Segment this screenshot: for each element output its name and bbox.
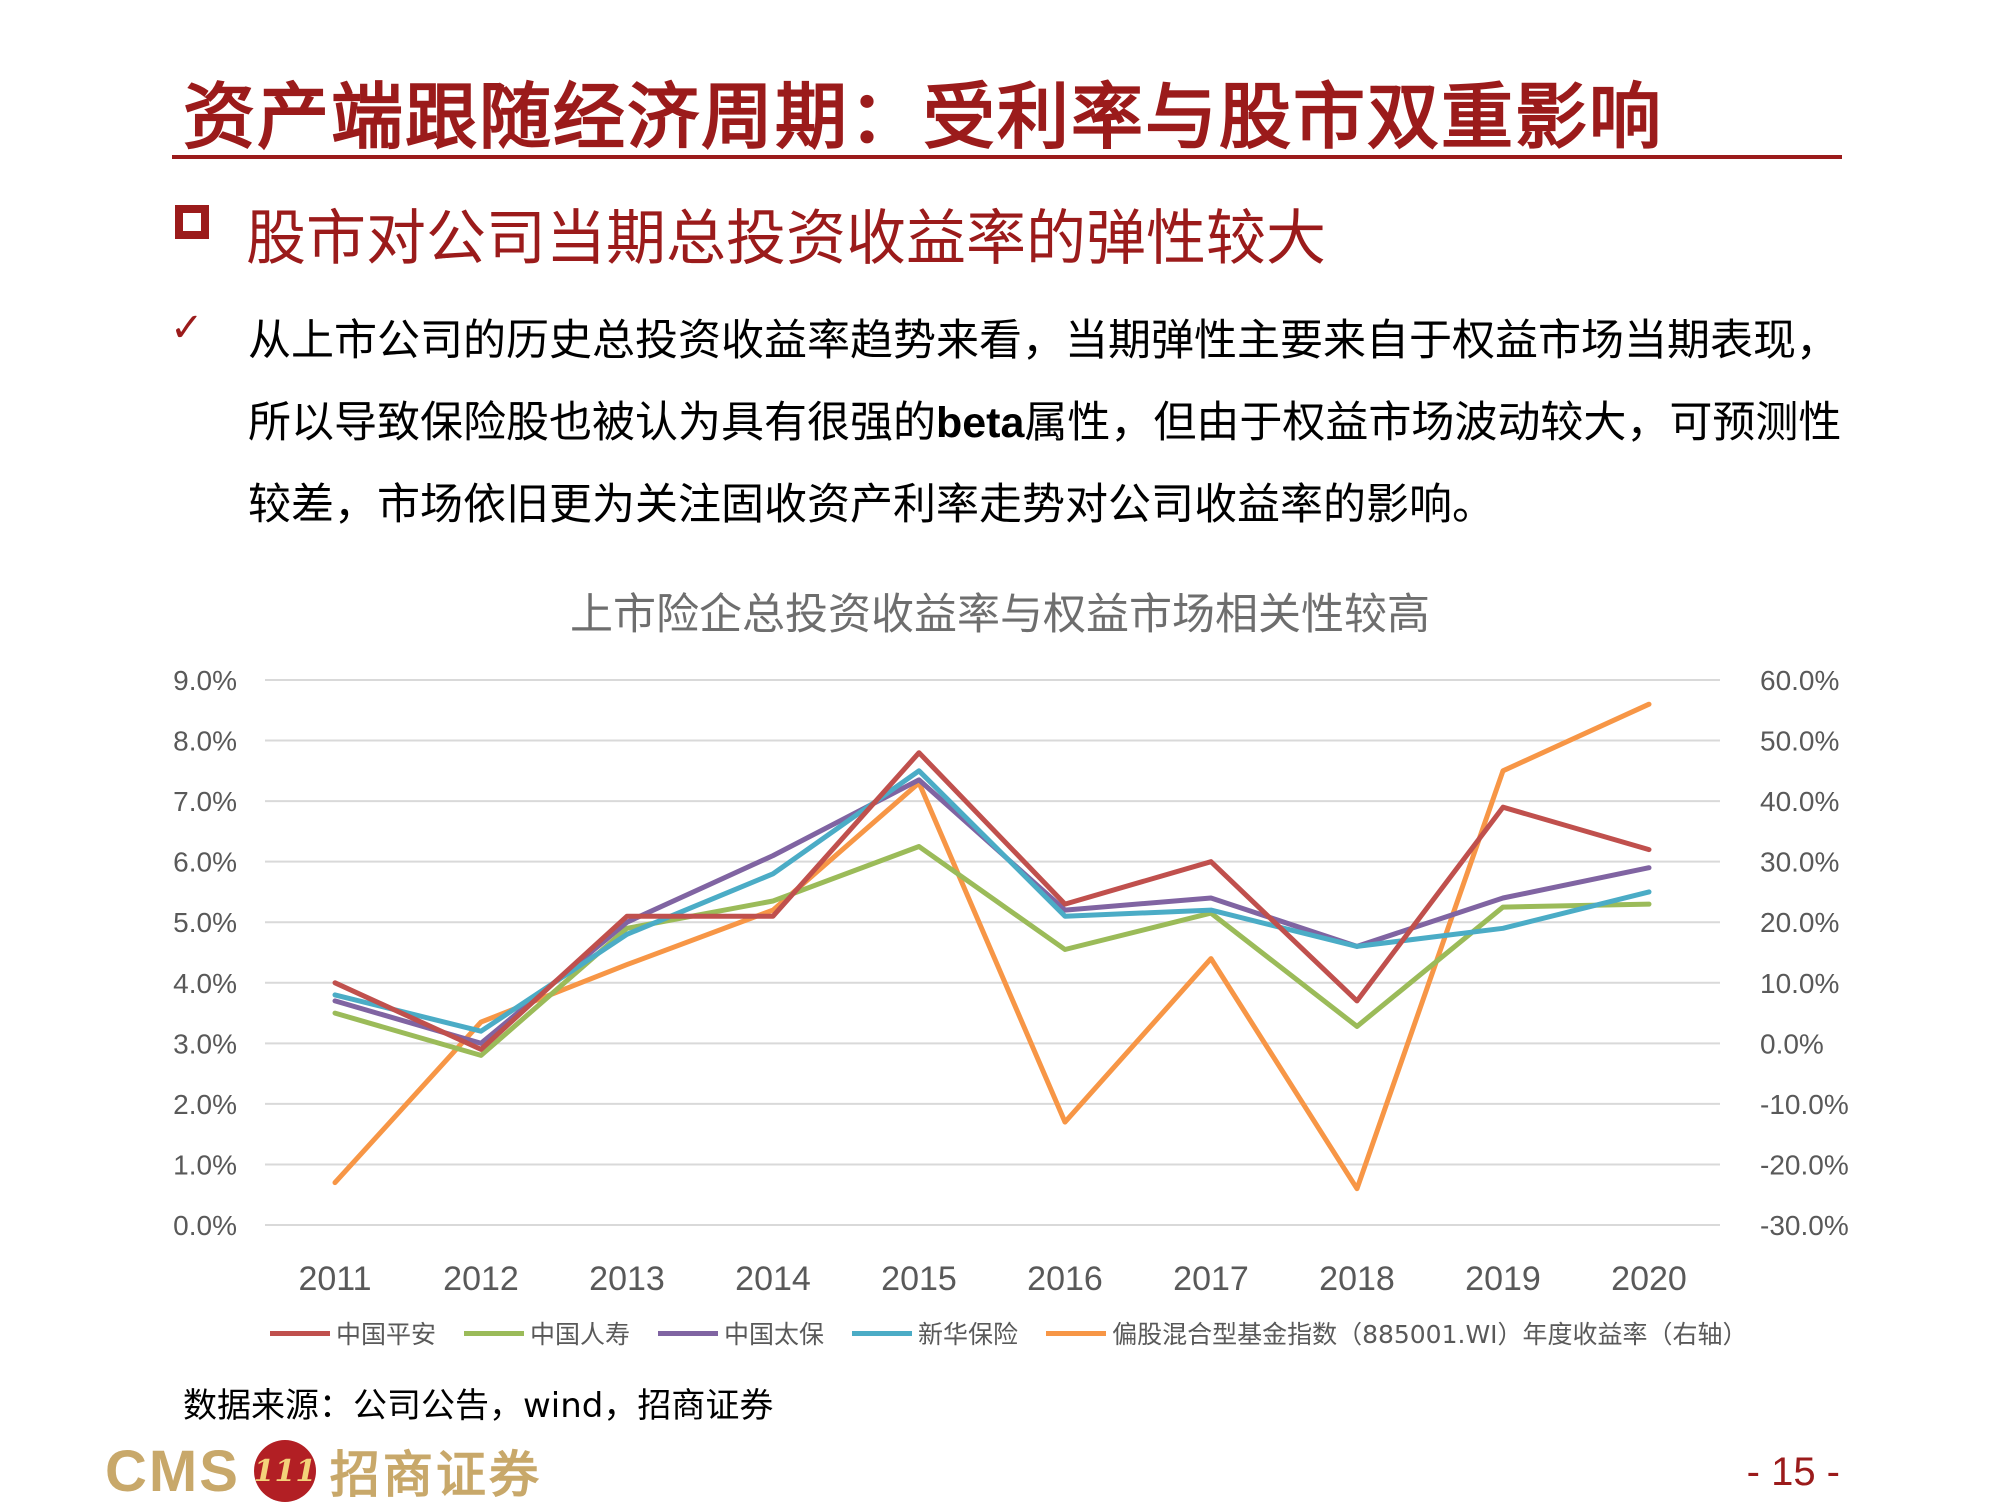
- y-right-tick-label: -30.0%: [1760, 1210, 1849, 1241]
- legend-label: 中国平安: [336, 1320, 437, 1349]
- legend-label: 中国人寿: [530, 1320, 631, 1349]
- y-right-tick-label: -10.0%: [1760, 1089, 1849, 1120]
- x-tick-label: 2014: [735, 1260, 811, 1298]
- legend-item: 中国人寿: [464, 1315, 630, 1351]
- y-left-tick-label: 4.0%: [173, 968, 237, 999]
- x-tick-label: 2017: [1173, 1260, 1249, 1298]
- x-tick-label: 2016: [1027, 1260, 1103, 1298]
- y-right-tick-label: 10.0%: [1760, 968, 1839, 999]
- logo-seal-icon: 111: [254, 1440, 316, 1502]
- y-left-tick-label: 0.0%: [173, 1210, 237, 1241]
- x-tick-label: 2012: [443, 1260, 519, 1298]
- y-right-tick-label: 30.0%: [1760, 847, 1839, 878]
- y-left-tick-label: 2.0%: [173, 1089, 237, 1120]
- body-paragraph: 从上市公司的历史总投资收益率趋势来看，当期弹性主要来自于权益市场当期表现，所以导…: [248, 300, 1848, 546]
- page-number: - 15 -: [1746, 1450, 1840, 1494]
- legend-item: 中国平安: [270, 1315, 436, 1351]
- x-tick-label: 2011: [298, 1260, 371, 1298]
- legend-swatch: [658, 1330, 719, 1336]
- legend-swatch: [852, 1330, 913, 1336]
- y-right-tick-label: 50.0%: [1760, 726, 1839, 757]
- logo-cms-text: CMS: [105, 1438, 240, 1504]
- series-line: [332, 844, 1652, 1058]
- y-left-tick-label: 1.0%: [173, 1149, 237, 1180]
- data-source-note: 数据来源：公司公告，wind，招商证券: [183, 1386, 774, 1426]
- y-left-tick-label: 3.0%: [173, 1028, 237, 1059]
- x-tick-label: 2019: [1465, 1260, 1541, 1298]
- legend-item: 新华保险: [852, 1315, 1018, 1351]
- y-right-tick-label: 20.0%: [1760, 907, 1839, 938]
- y-left-tick-label: 9.0%: [173, 665, 237, 696]
- legend-swatch: [1046, 1330, 1107, 1336]
- section-subheading: 股市对公司当期总投资收益率的弹性较大: [246, 204, 1326, 274]
- legend-label: 偏股混合型基金指数（885001.WI）年度收益率（右轴）: [1112, 1320, 1748, 1349]
- x-tick-label: 2020: [1611, 1260, 1687, 1298]
- legend-item: 偏股混合型基金指数（885001.WI）年度收益率（右轴）: [1046, 1315, 1748, 1351]
- y-right-tick-label: 0.0%: [1760, 1028, 1824, 1059]
- y-right-tick-label: 40.0%: [1760, 786, 1839, 817]
- y-left-tick-label: 6.0%: [173, 847, 237, 878]
- checkmark-icon: ✓: [170, 305, 204, 351]
- legend-swatch: [270, 1330, 330, 1336]
- x-tick-label: 2018: [1319, 1260, 1395, 1298]
- slide-title: 资产端跟随经济周期：受利率与股市双重影响: [183, 75, 1664, 159]
- legend-swatch: [464, 1330, 525, 1336]
- title-divider: [172, 155, 1842, 159]
- company-logo: CMS 111 招商证券: [105, 1435, 542, 1507]
- y-right-tick-label: -20.0%: [1760, 1149, 1849, 1180]
- y-right-tick-label: 60.0%: [1760, 665, 1839, 696]
- body-text-part1: 从上市公司的历史总投资收益率趋势来看，当期弹性主要来自于权益市场当期表现，所以导…: [248, 316, 1839, 448]
- body-text-bold: beta: [936, 399, 1025, 447]
- legend-item: 中国太保: [658, 1315, 824, 1351]
- legend-label: 中国太保: [724, 1320, 825, 1349]
- chart-legend: 中国平安 中国人寿 中国太保 新华保险 偏股混合型基金指数（885001.WI）年度收益…: [270, 1313, 1776, 1353]
- y-left-tick-label: 8.0%: [173, 726, 237, 757]
- chart-title: 上市险企总投资收益率与权益市场相关性较高: [570, 590, 1430, 640]
- body-text-part2: 属性，但由于权益市场波动较大，可预测性较差，市场依旧更为关注固收资产利率走势对公…: [248, 398, 1842, 530]
- x-tick-label: 2013: [589, 1260, 665, 1298]
- y-left-tick-label: 7.0%: [173, 786, 237, 817]
- legend-label: 新华保险: [918, 1320, 1019, 1349]
- series-line: [332, 750, 1652, 1052]
- square-bullet-icon: [175, 205, 209, 239]
- y-left-tick-label: 5.0%: [173, 907, 237, 938]
- x-tick-label: 2015: [881, 1260, 957, 1298]
- logo-company-name: 招商证券: [329, 1445, 542, 1504]
